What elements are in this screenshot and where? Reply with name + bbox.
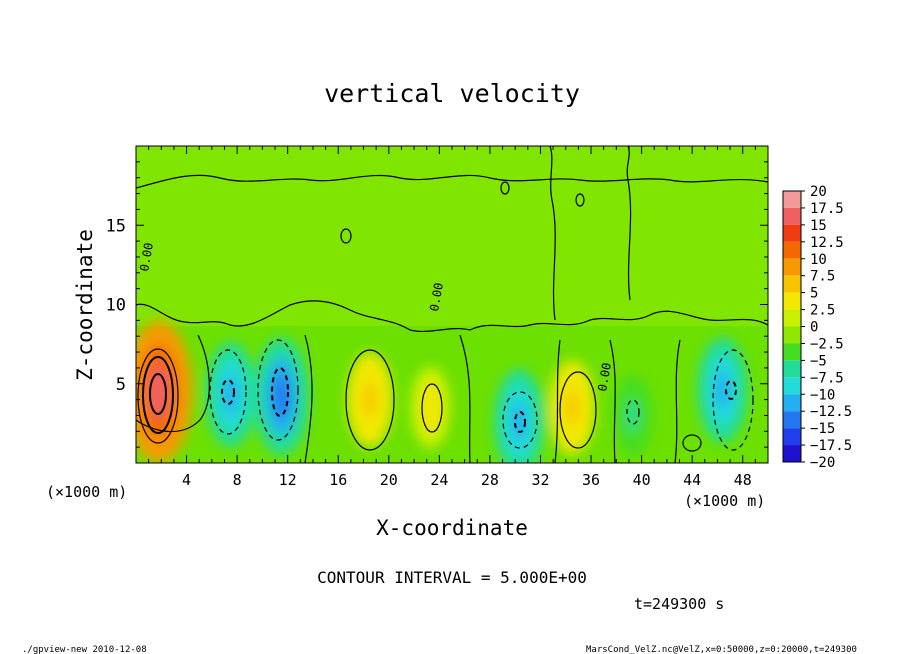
colorbar-cell bbox=[783, 241, 801, 259]
contour-small-k bbox=[575, 193, 585, 207]
contour-zero-vert1 bbox=[549, 146, 556, 321]
colorbar-cell bbox=[783, 224, 801, 242]
feature-core-2 bbox=[273, 374, 290, 419]
colorbar-cell bbox=[783, 377, 801, 395]
colorbar-label: 15 bbox=[810, 218, 827, 234]
y-axis-label: Z-coordinate bbox=[73, 229, 97, 381]
colorbar-label: −12.5 bbox=[810, 404, 852, 420]
contour-zero-vert2 bbox=[626, 146, 632, 301]
x-tick-label: 36 bbox=[582, 471, 600, 489]
x-tick-label: 40 bbox=[633, 471, 651, 489]
plot-area: 0.00 0.00 0.00 bbox=[136, 146, 768, 463]
footer-left: ./gpview-new 2010-12-08 bbox=[22, 645, 147, 654]
upper-field bbox=[136, 146, 768, 326]
colorbar-cell bbox=[783, 275, 801, 293]
contour-neg-5-h bbox=[712, 349, 754, 451]
contour-label-right: 0.00 bbox=[595, 362, 614, 393]
colorbar-cell bbox=[783, 326, 801, 344]
colorbar-label: 5 bbox=[810, 286, 818, 302]
x-tick-label: 4 bbox=[182, 471, 191, 489]
contour-label-left: 0.00 bbox=[137, 242, 156, 273]
feature-core-6 bbox=[565, 389, 579, 426]
colorbar-label: 2.5 bbox=[810, 303, 835, 319]
contour-zero-col2 bbox=[304, 334, 313, 463]
x-unit-right: (×1000 m) bbox=[684, 492, 765, 510]
x-tick-label: 28 bbox=[481, 471, 499, 489]
colorbar-label: 12.5 bbox=[810, 235, 844, 251]
contour-pos-small-i bbox=[682, 434, 702, 452]
colorbar-label: −17.5 bbox=[810, 438, 852, 454]
contour-zero-col6 bbox=[674, 339, 681, 463]
x-unit-left: (×1000 m) bbox=[46, 483, 127, 501]
chart-title: vertical velocity bbox=[324, 79, 580, 108]
contour-neg-5-e bbox=[502, 391, 538, 449]
colorbar-label: 17.5 bbox=[810, 201, 844, 217]
x-tick-label: 20 bbox=[380, 471, 398, 489]
colorbar-cell bbox=[783, 428, 801, 446]
y-tick-label: 15 bbox=[106, 216, 126, 236]
contour-neg-5-a bbox=[209, 349, 247, 435]
time-label: t=249300 s bbox=[634, 595, 724, 613]
contour-neg-10-b bbox=[271, 367, 289, 417]
colorbar-cell bbox=[783, 360, 801, 378]
contour-zero-col5 bbox=[609, 339, 616, 463]
colorbar-cell bbox=[783, 309, 801, 327]
contour-zero-col3 bbox=[459, 334, 471, 463]
x-tick-label: 16 bbox=[329, 471, 347, 489]
y-tick-label: 5 bbox=[116, 375, 126, 395]
colorbar-label: −7.5 bbox=[810, 370, 844, 386]
contour-neg-5-g bbox=[626, 399, 640, 425]
colorbar-cell bbox=[783, 191, 801, 208]
colorbar-cell bbox=[783, 207, 801, 225]
x-tick-label: 24 bbox=[430, 471, 448, 489]
colorbar-cell bbox=[783, 292, 801, 310]
contour-zero-main bbox=[136, 300, 768, 333]
contour-neg-10-h bbox=[725, 380, 737, 400]
colorbar-label: 10 bbox=[810, 252, 827, 268]
contour-pos-10-left bbox=[142, 356, 174, 434]
colorbar-cell bbox=[783, 394, 801, 412]
colorbar-cell bbox=[783, 343, 801, 361]
colorbar-label: −5 bbox=[810, 353, 827, 369]
feature-core-1 bbox=[223, 375, 238, 415]
x-tick-label: 8 bbox=[233, 471, 242, 489]
x-tick-label: 12 bbox=[279, 471, 297, 489]
contour-zero-col4 bbox=[554, 339, 561, 463]
contour-pos-15-left bbox=[149, 373, 167, 415]
x-tick-label: 44 bbox=[683, 471, 701, 489]
feature-core-4 bbox=[424, 392, 437, 423]
contour-pos-5-f bbox=[559, 371, 597, 449]
colorbar-cell bbox=[783, 258, 801, 276]
colorbar-label: −2.5 bbox=[810, 336, 844, 352]
footer-right: MarsCond_VelZ.nc@VelZ,x=0:50000,z=0:2000… bbox=[586, 645, 857, 654]
contour-interval-text: CONTOUR INTERVAL = 5.000E+00 bbox=[317, 568, 587, 587]
colorbar-label: −10 bbox=[810, 387, 835, 403]
contour-zero-left-column bbox=[136, 334, 210, 433]
x-tick-label: 32 bbox=[531, 471, 549, 489]
colorbar-label: −20 bbox=[810, 455, 835, 471]
colorbar: 2017.51512.5107.552.50−2.5−5−7.5−10−12.5… bbox=[782, 184, 852, 471]
colorbar-cell bbox=[783, 411, 801, 429]
colorbar-label: 0 bbox=[810, 320, 818, 336]
contour-small-j bbox=[340, 228, 352, 244]
colorbar-label: 20 bbox=[810, 184, 827, 200]
contour-neg-10-a bbox=[221, 379, 235, 405]
colorbar-label: 7.5 bbox=[810, 269, 835, 285]
contour-pos-5-c bbox=[345, 349, 395, 451]
colorbar-cell bbox=[783, 445, 801, 462]
contour-small-l bbox=[500, 181, 510, 195]
x-tick-label: 48 bbox=[734, 471, 752, 489]
feature-core-7 bbox=[715, 370, 730, 410]
colorbar-label: −15 bbox=[810, 421, 835, 437]
x-axis-label: X-coordinate bbox=[376, 516, 528, 540]
contour-pos-5-d bbox=[421, 383, 443, 433]
contour-zero-upper bbox=[136, 174, 768, 189]
contour-neg-10-e bbox=[514, 411, 526, 433]
contour-neg-5-b bbox=[257, 339, 299, 441]
contour-pos-5-left bbox=[137, 348, 179, 444]
y-tick-label: 10 bbox=[106, 296, 126, 316]
feature-core-3 bbox=[363, 382, 377, 418]
contour-label-mid: 0.00 bbox=[427, 282, 446, 313]
